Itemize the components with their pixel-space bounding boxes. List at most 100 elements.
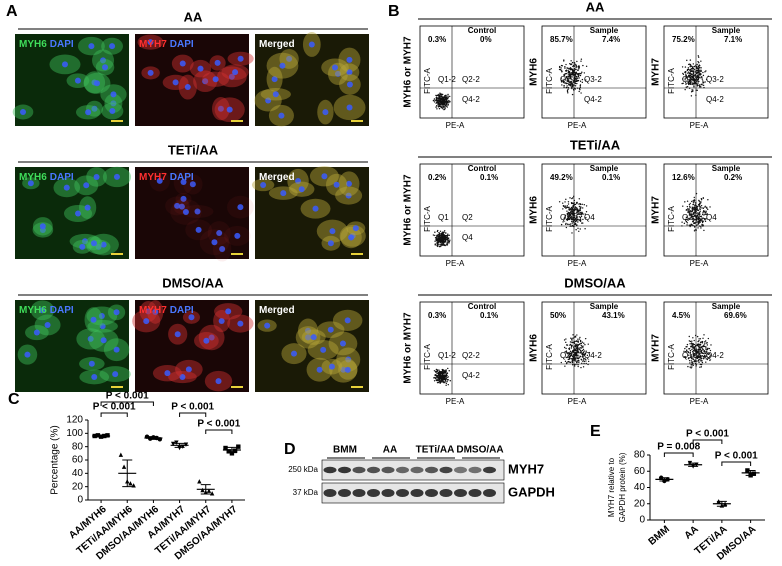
plot-header: Sample	[590, 302, 619, 311]
event-dot	[572, 216, 575, 219]
event-dot	[442, 238, 445, 241]
band	[338, 489, 351, 497]
event-dot	[434, 231, 436, 233]
event-dot	[448, 241, 451, 243]
event-dot	[577, 227, 579, 230]
event-dot	[560, 361, 563, 364]
event-dot	[433, 101, 436, 103]
event-dot	[573, 74, 575, 76]
event-dot	[685, 346, 687, 348]
event-dot	[705, 351, 708, 353]
event-dot	[696, 350, 699, 353]
data-point	[174, 440, 179, 445]
event-dot	[446, 376, 448, 379]
axis-x: PE-A	[690, 397, 709, 406]
event-dot	[575, 64, 577, 66]
row-title: DMSO/AA	[564, 275, 626, 290]
event-dot	[437, 381, 440, 384]
band	[352, 489, 366, 497]
event-dot	[682, 205, 684, 207]
event-dot	[691, 224, 693, 226]
scale-bar	[111, 253, 123, 255]
event-dot	[693, 86, 695, 88]
event-dot	[690, 215, 693, 218]
event-dot	[445, 97, 448, 99]
event-dot	[581, 81, 584, 84]
event-dot	[681, 221, 683, 223]
event-dot	[565, 198, 567, 201]
event-dot	[570, 207, 573, 209]
event-dot	[574, 217, 577, 220]
y-label: GAPDH protein (%)	[618, 452, 627, 522]
event-dot	[570, 77, 572, 80]
event-dot	[576, 79, 578, 81]
nucleus	[74, 77, 81, 84]
event-dot	[447, 103, 449, 106]
event-dot	[568, 215, 570, 218]
event-dot	[567, 201, 570, 203]
nucleus	[305, 327, 312, 334]
quad-name: Q2-2	[560, 75, 578, 84]
event-dot	[574, 63, 576, 66]
event-dot	[704, 218, 706, 220]
event-dot	[689, 343, 691, 345]
event-dot	[440, 238, 442, 241]
event-dot	[693, 212, 695, 214]
event-dot	[574, 80, 577, 83]
nucleus	[328, 363, 335, 370]
nucleus	[228, 73, 235, 80]
stain-name: DAPI	[170, 305, 194, 316]
event-dot	[438, 372, 441, 374]
event-dot	[694, 334, 697, 337]
event-dot	[706, 348, 709, 351]
event-dot	[440, 379, 443, 381]
event-dot	[443, 236, 445, 238]
axis-y: FITC-A	[667, 343, 676, 369]
nucleus	[346, 56, 353, 63]
event-dot	[689, 212, 691, 214]
event-dot	[432, 234, 435, 236]
event-dot	[582, 218, 584, 221]
event-dot	[568, 70, 571, 73]
flow-box	[419, 25, 525, 119]
event-dot	[693, 356, 695, 359]
flow-box	[541, 163, 647, 257]
event-dot	[580, 366, 582, 369]
error-bar	[96, 434, 107, 438]
event-dot	[585, 358, 587, 361]
event-dot	[572, 69, 574, 71]
event-dot	[575, 229, 577, 231]
event-dot	[446, 106, 449, 108]
event-dot	[692, 200, 694, 202]
event-dot	[693, 360, 695, 362]
stain-name: Merged	[259, 172, 295, 183]
event-dot	[704, 213, 706, 215]
event-dot	[438, 234, 441, 236]
event-dot	[575, 220, 577, 222]
event-dot	[575, 353, 578, 355]
event-dot	[693, 339, 695, 342]
event-dot	[687, 63, 690, 66]
mw-marker: 37 kDa	[293, 488, 319, 497]
event-dot	[580, 215, 583, 218]
event-dot	[686, 224, 688, 226]
event-dot	[560, 67, 562, 69]
event-dot	[693, 222, 695, 224]
event-dot	[692, 358, 694, 360]
event-dot	[697, 340, 699, 343]
event-dot	[702, 224, 704, 226]
p-value: P = 0.008	[657, 442, 700, 453]
nucleus	[90, 240, 97, 247]
scale-bar	[351, 253, 363, 255]
nucleus	[264, 322, 271, 329]
nucleus	[322, 109, 329, 116]
event-dot	[577, 73, 579, 76]
event-dot	[440, 106, 442, 108]
event-dot	[694, 207, 697, 210]
event-dot	[697, 65, 700, 68]
panel-label: C	[8, 391, 20, 408]
event-dot	[689, 80, 691, 82]
event-dot	[579, 86, 582, 88]
event-dot	[699, 354, 702, 357]
event-dot	[571, 197, 573, 200]
